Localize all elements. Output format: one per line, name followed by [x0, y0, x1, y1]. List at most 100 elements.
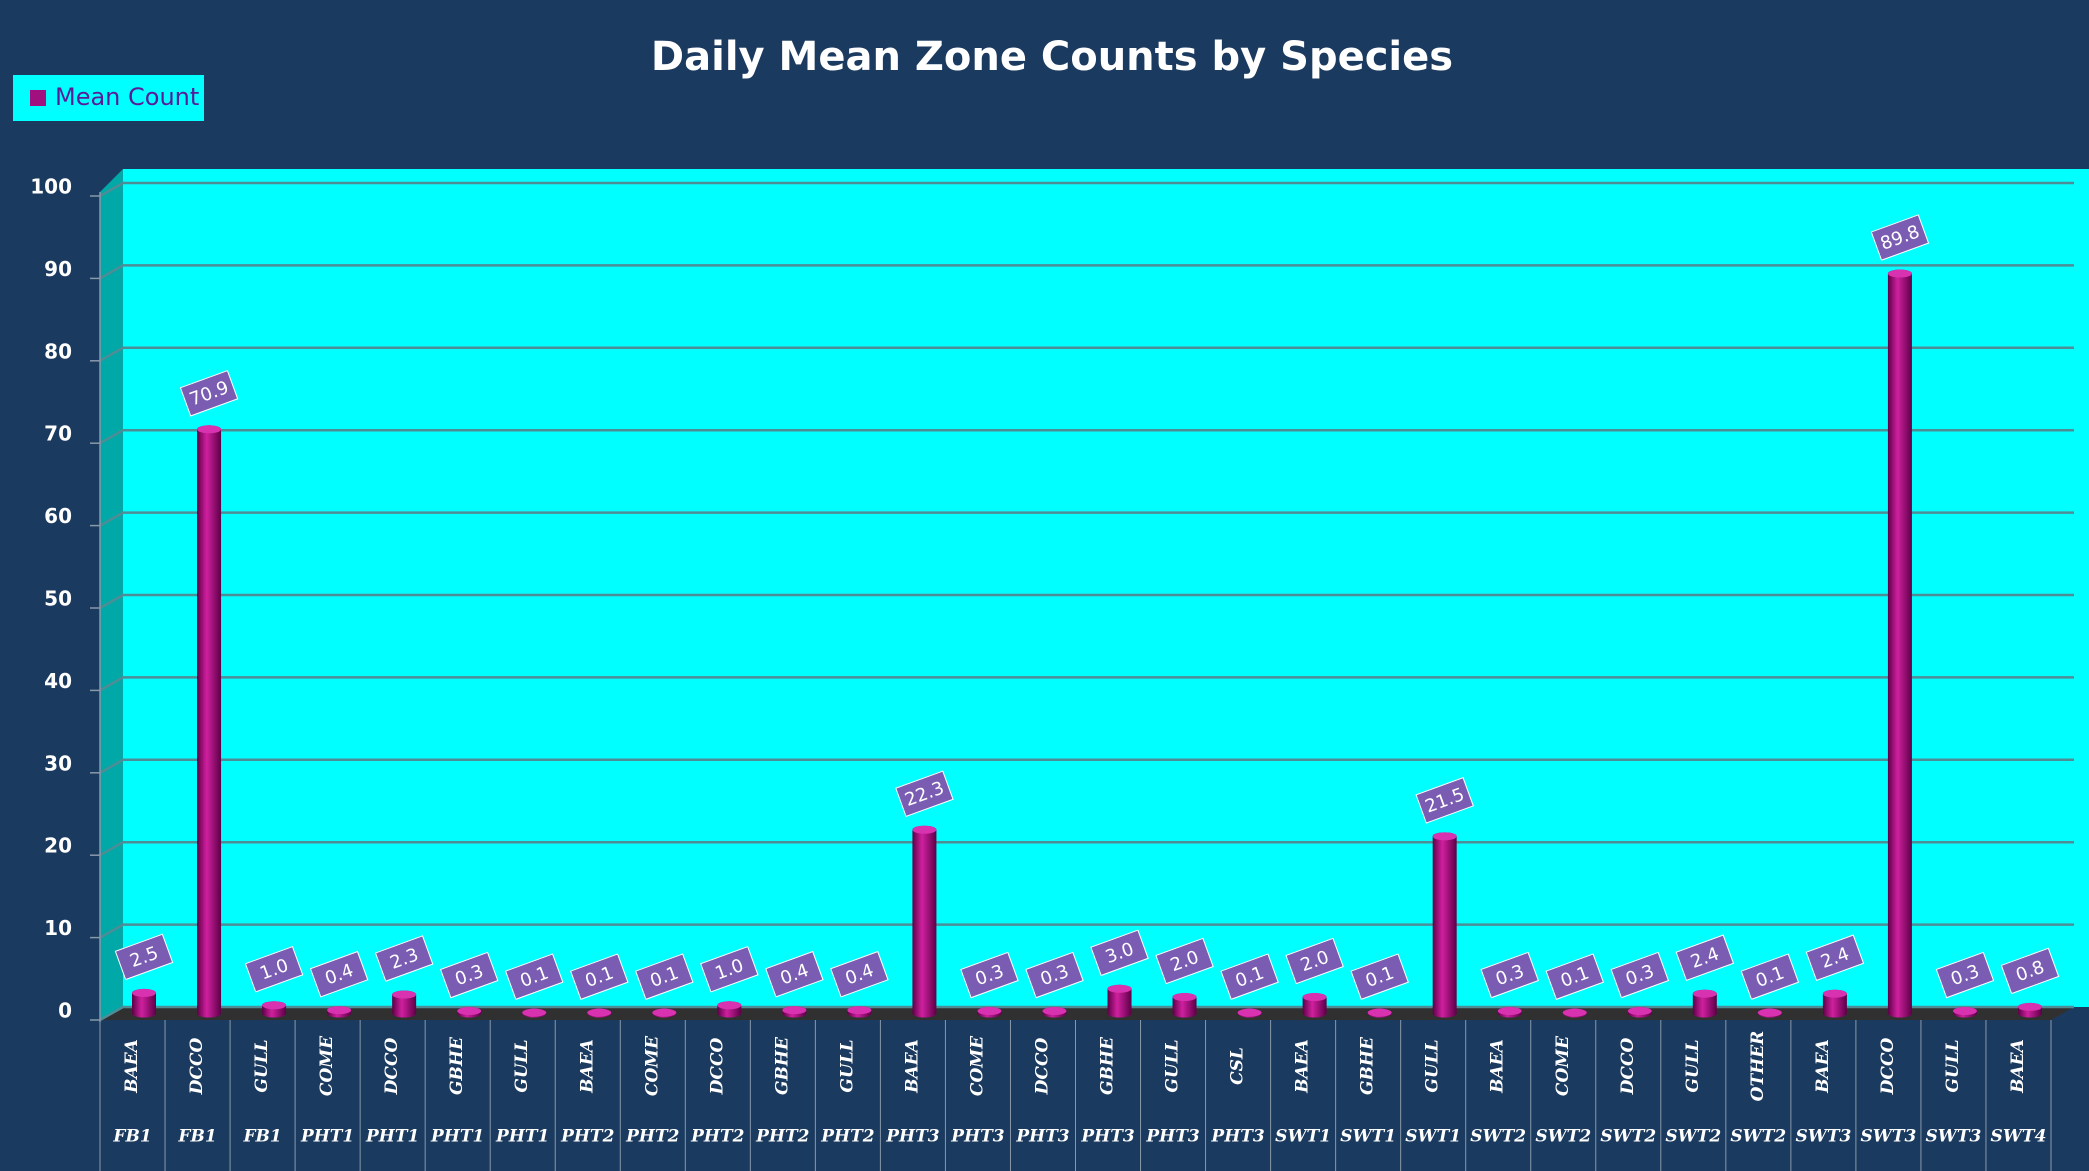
bar-cap: [1562, 1008, 1587, 1017]
grid-line: [99, 1005, 2074, 1022]
value-label-box: [1155, 937, 1214, 985]
value-label-box: [114, 933, 174, 981]
zone-label: PHT3: [1015, 1127, 1069, 1147]
value-label: 0.3: [439, 951, 499, 999]
value-label-box: [1090, 929, 1149, 977]
grid-line: [99, 181, 2074, 198]
zone-label: PHT1: [365, 1127, 419, 1147]
zone-label: SWT3: [1860, 1127, 1916, 1147]
zone-label: PHT3: [885, 1127, 939, 1147]
bar-cap: [717, 1001, 742, 1010]
grid-line: [99, 428, 2074, 445]
y-tick-label: 10: [44, 916, 72, 940]
x-tick-label: OTHER: [1748, 1031, 1768, 1102]
bar: [1107, 984, 1132, 1018]
bar: [1887, 269, 1912, 1018]
value-label: 0.1: [1740, 953, 1800, 1000]
bar-cap: [132, 988, 157, 997]
value-label-box: [374, 935, 434, 982]
value-label-box: [504, 953, 564, 1000]
x-tick-label: COME: [642, 1035, 662, 1096]
bar-cap: [2017, 1002, 2042, 1011]
grid-line: [99, 511, 2074, 527]
bar-cap: [587, 1008, 612, 1017]
bar-cap: [1172, 993, 1197, 1002]
zone-label: PHT2: [755, 1127, 809, 1147]
bar-cap: [197, 425, 222, 434]
y-tick-label: 70: [44, 422, 72, 446]
zone-label: FB1: [242, 1127, 281, 1147]
value-label-box: [765, 950, 824, 998]
zone-label: SWT1: [1340, 1127, 1396, 1147]
value-label-box: [2000, 947, 2060, 995]
value-label-box: [569, 953, 629, 1000]
grid-line: [99, 593, 2074, 610]
zone-label: PHT3: [1210, 1127, 1264, 1147]
value-label: 0.3: [1610, 951, 1670, 999]
value-label-box: [1025, 951, 1084, 999]
value-label-box: [830, 950, 889, 998]
bar-cap: [977, 1007, 1002, 1016]
value-label: 0.1: [1545, 953, 1605, 1000]
zone-label: PHT3: [1145, 1127, 1199, 1147]
bar-cap: [912, 825, 937, 834]
y-tick-label: 60: [44, 504, 72, 528]
bar-cap: [392, 990, 417, 999]
value-label: 0.3: [1480, 951, 1539, 999]
value-label: 2.5: [114, 933, 174, 981]
bar-cap: [1302, 993, 1327, 1002]
x-tick-label: GBHE: [772, 1036, 792, 1095]
y-tick-label: 80: [44, 339, 72, 363]
legend-label: Mean Count: [55, 83, 199, 111]
grid-line: [99, 676, 2074, 692]
bar: [912, 825, 937, 1018]
x-tick-label: DCCO: [1878, 1038, 1898, 1096]
bar-cap: [1237, 1008, 1262, 1017]
value-label-box: [635, 953, 694, 1000]
x-tick-label: BAEA: [122, 1039, 142, 1094]
bar-cap: [1692, 989, 1717, 998]
value-label-box: [179, 369, 239, 417]
bar-cap: [1757, 1008, 1782, 1017]
value-label-box: [1480, 951, 1539, 999]
value-label-box: [960, 951, 1019, 999]
bar-cap: [1887, 269, 1912, 278]
x-tick-label: BAEA: [2008, 1039, 2028, 1094]
value-label-box: [1545, 953, 1605, 1000]
x-tick-label: DCCO: [187, 1038, 207, 1096]
value-label-box: [1805, 934, 1865, 982]
zone-label: SWT2: [1535, 1127, 1591, 1147]
value-label-box: [1285, 937, 1344, 985]
value-label: 3.0: [1090, 929, 1149, 977]
value-label-box: [1740, 953, 1800, 1000]
value-label: 1.0: [700, 945, 759, 993]
bar-cap: [847, 1006, 872, 1015]
zone-label: SWT3: [1926, 1127, 1982, 1147]
value-label-box: [1350, 953, 1409, 1000]
zone-label: PHT1: [430, 1127, 484, 1147]
zone-label: FB1: [177, 1127, 216, 1147]
grid-line: [99, 840, 2074, 857]
grid-line: [99, 758, 2074, 774]
x-tick-label: GULL: [1163, 1039, 1183, 1092]
x-tick-label: GULL: [1683, 1039, 1703, 1092]
x-tick-label: GBHE: [447, 1036, 467, 1095]
value-label: 21.5: [1415, 777, 1474, 824]
value-label: 2.0: [1285, 937, 1344, 985]
grid-line: [99, 346, 2074, 362]
bar-cap: [1952, 1007, 1977, 1016]
x-tick-label: BAEA: [1813, 1039, 1833, 1094]
zone-label: SWT1: [1405, 1127, 1461, 1147]
zone-label: PHT1: [300, 1127, 354, 1147]
zone-label: SWT2: [1730, 1127, 1786, 1147]
y-tick-label: 30: [44, 751, 72, 775]
zone-label: FB1: [112, 1127, 151, 1147]
value-label: 1.0: [244, 945, 304, 993]
y-tick-label: 20: [44, 834, 72, 858]
value-label: 0.8: [2000, 947, 2060, 995]
x-tick-label: COME: [317, 1035, 337, 1096]
bar-cap: [457, 1007, 482, 1016]
x-tick-label: BAEA: [577, 1039, 597, 1094]
x-tick-label: CSL: [1228, 1047, 1248, 1085]
bar: [197, 425, 222, 1018]
